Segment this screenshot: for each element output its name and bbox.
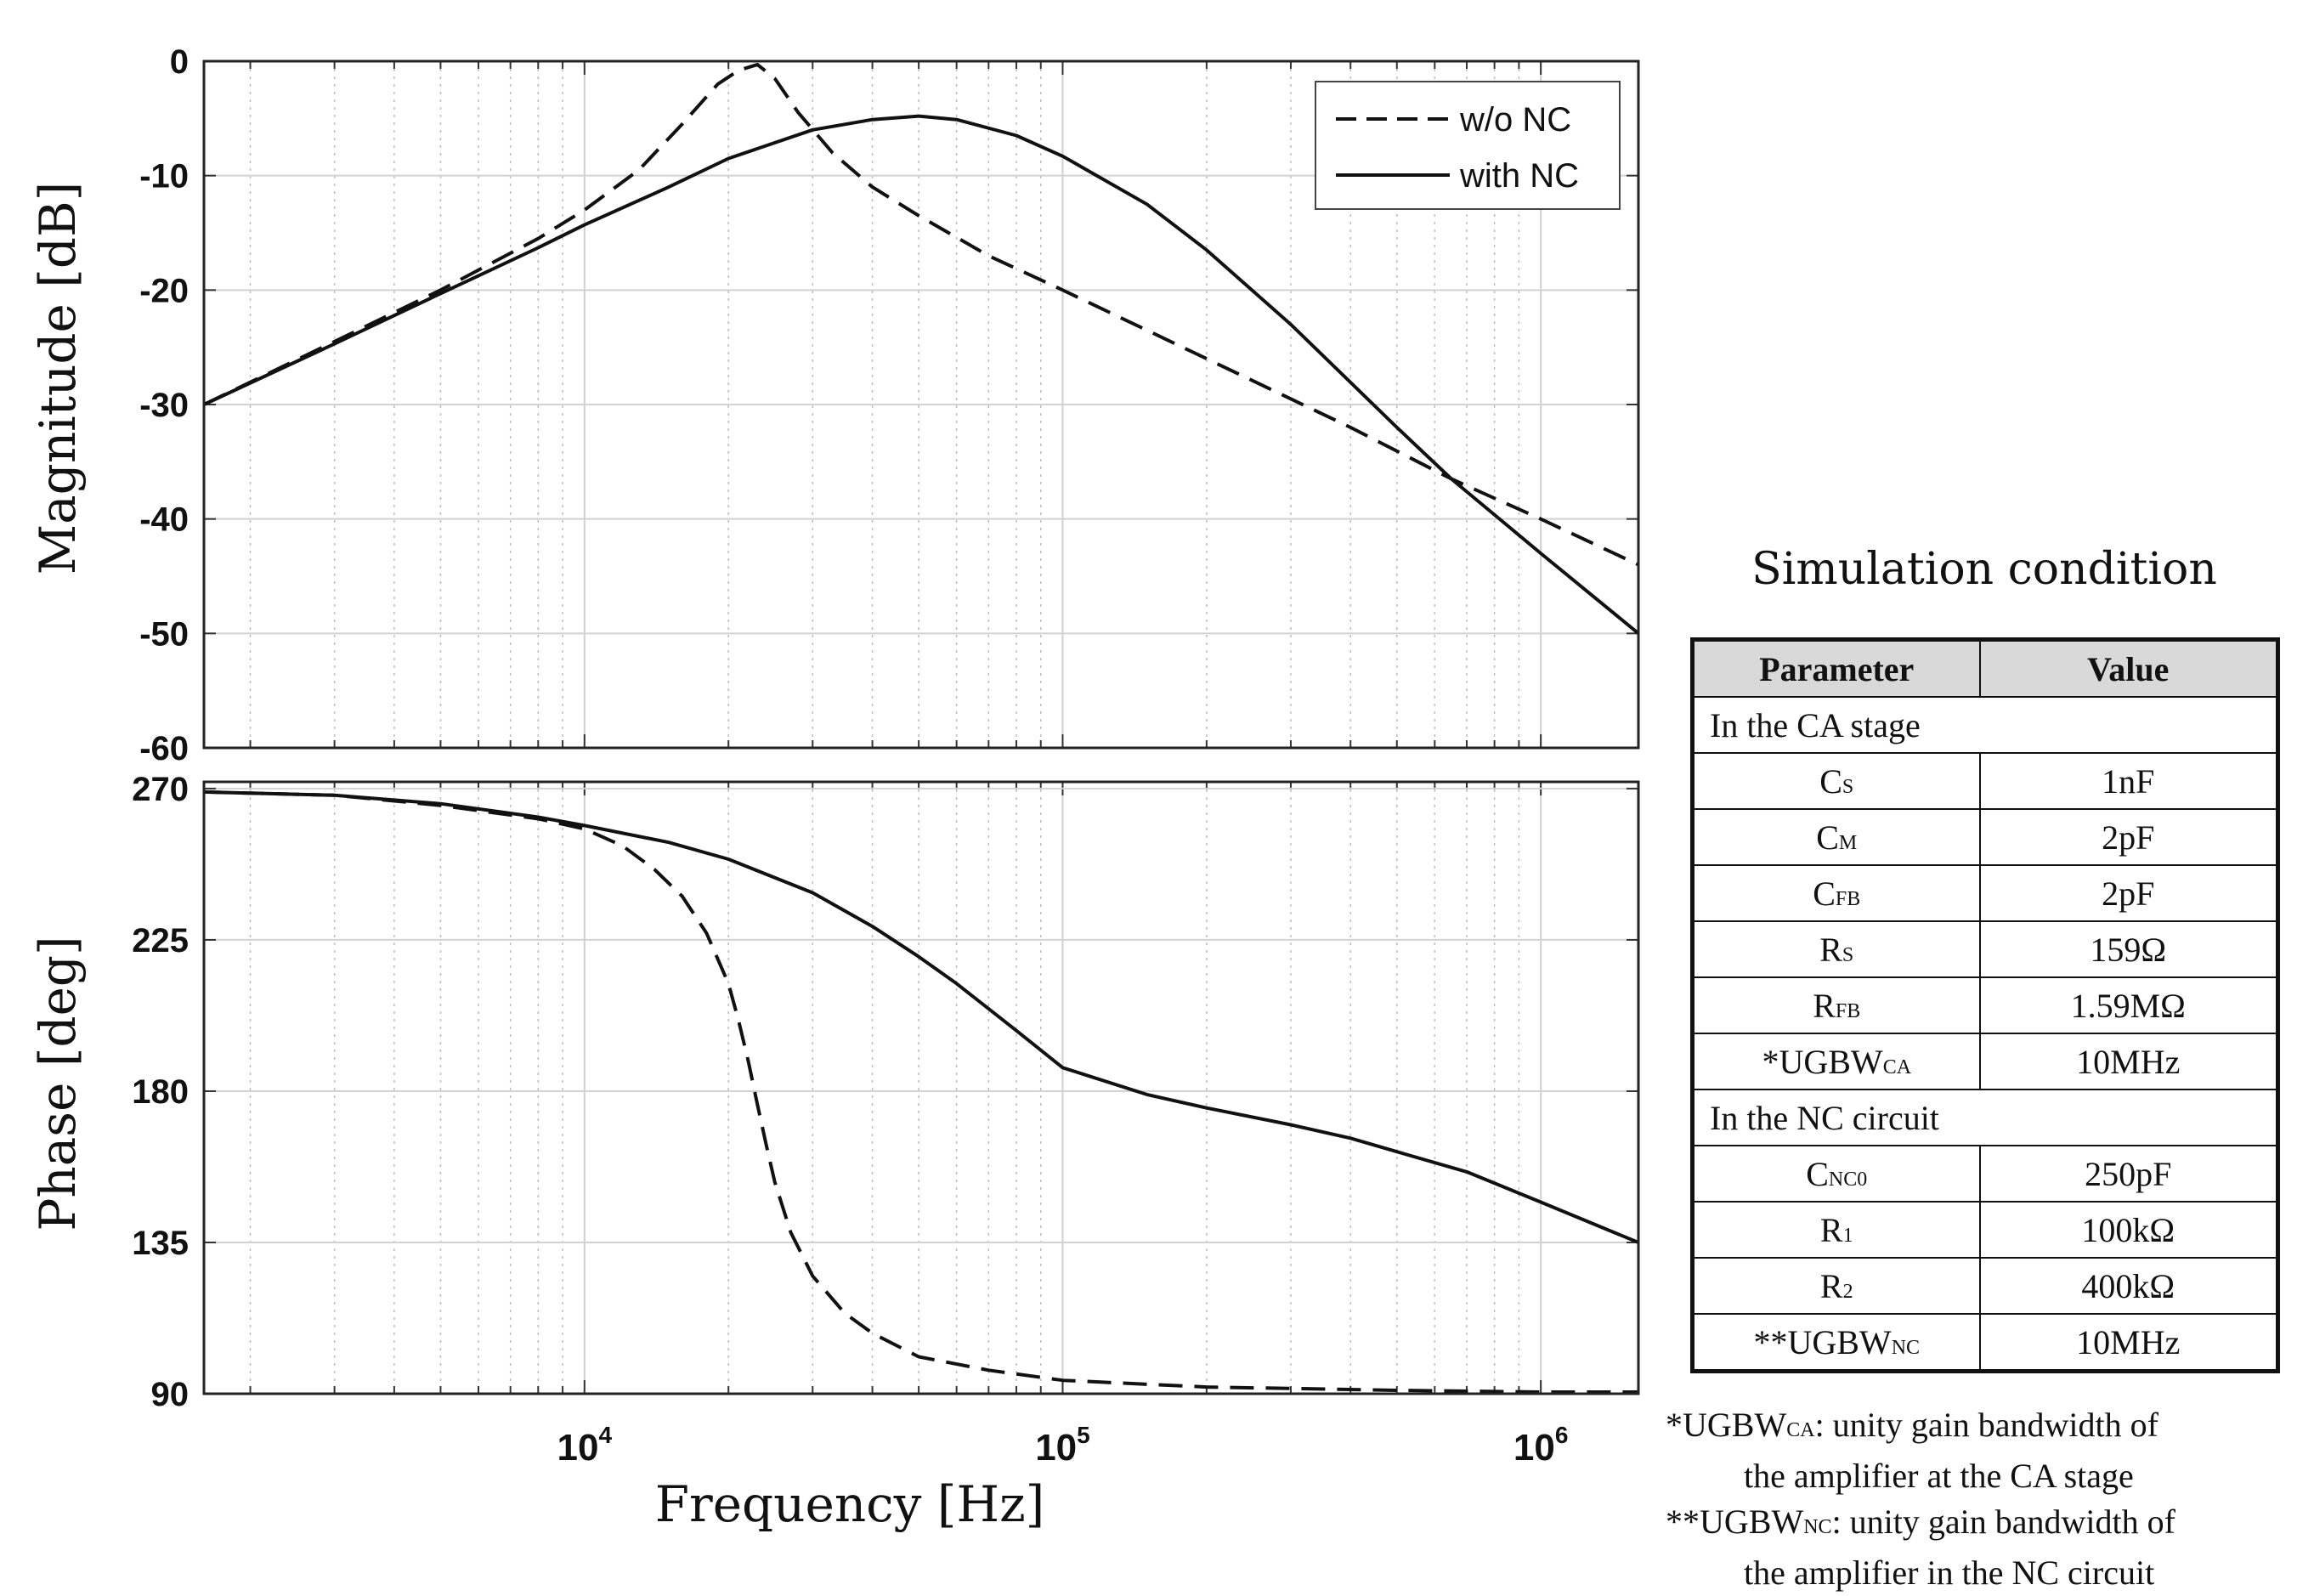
table-row: *UGBWCA 10MHz	[1691, 1033, 2279, 1090]
parameter-cell: RFB	[1691, 976, 1981, 1034]
magnitude-series-with-nc	[203, 114, 1640, 635]
parameter-cell: RS	[1691, 920, 1981, 978]
legend-box	[1315, 81, 1621, 210]
section-ca-stage: In the CA stage	[1691, 696, 2279, 754]
phase-y-tick-label: 90	[151, 1376, 190, 1413]
parameter-cell: R1	[1691, 1201, 1981, 1259]
simulation-condition-title: Simulation condition	[1751, 544, 2217, 595]
magnitude-plot-frame	[202, 59, 1640, 750]
table-header-row: Parameter Value	[1691, 638, 2279, 698]
phase-series-with-nc	[203, 790, 1639, 1244]
value-cell: 2pF	[1978, 808, 2279, 866]
value-cell: 100kΩ	[1978, 1201, 2279, 1259]
value-cell: 10MHz	[1978, 1033, 2279, 1090]
parameter-header: Parameter	[1691, 638, 1981, 698]
parameter-cell: CFB	[1691, 864, 1981, 922]
parameter-cell: R2	[1691, 1257, 1981, 1315]
phase-y-tick-label: 225	[132, 922, 189, 959]
footnote-2-line2: the amplifier in the NC circuit	[1744, 1554, 2155, 1592]
magnitude-y-tick-label: -30	[139, 387, 189, 424]
table-row: CS 1nF	[1691, 752, 2279, 810]
magnitude-y-tick-label: -60	[139, 730, 189, 767]
parameter-cell: CM	[1691, 808, 1981, 866]
table-row: **UGBWNC 10MHz	[1691, 1313, 2279, 1372]
section-ca-stage-label: In the CA stage	[1691, 696, 2279, 754]
phase-plot-frame	[202, 780, 1640, 1395]
table-row: RFB 1.59MΩ	[1691, 976, 2279, 1034]
table-row: CM 2pF	[1691, 808, 2279, 866]
magnitude-y-tick-label: -50	[139, 615, 189, 653]
table-row: R1 100kΩ	[1691, 1201, 2279, 1259]
x-tick-label: 105	[1035, 1422, 1090, 1469]
legend-label: w/o NC	[1459, 101, 1571, 139]
value-cell: 400kΩ	[1978, 1257, 2279, 1315]
footnote-1: *UGBWCA: unity gain bandwidth of	[1666, 1406, 2158, 1444]
parameter-cell: *UGBWCA	[1691, 1033, 1981, 1090]
magnitude-axis-label: Magnitude [dB]	[29, 182, 87, 575]
x-tick-label: 106	[1513, 1422, 1569, 1469]
parameter-cell: CS	[1691, 752, 1981, 810]
frequency-axis-label: Frequency [Hz]	[655, 1475, 1045, 1533]
value-cell: 159Ω	[1978, 920, 2279, 978]
magnitude-y-tick-label: -40	[139, 501, 189, 539]
section-nc-circuit-label: In the NC circuit	[1691, 1089, 2279, 1146]
phase-axis-label: Phase [deg]	[29, 936, 87, 1231]
table-row: RS 159Ω	[1691, 920, 2279, 978]
simulation-parameter-table: Parameter Value In the CA stage CS 1nF CM 2p…	[1690, 637, 2280, 1373]
value-cell: 1nF	[1978, 752, 2279, 810]
phase-y-tick-label: 180	[132, 1073, 189, 1111]
bode-plot: 0 -10 -20 -30 -40 -50 -60 w/o NC with NC 270 225 1…	[29, 43, 1640, 1533]
phase-y-tick-label: 270	[132, 771, 189, 808]
table-row: CFB 2pF	[1691, 864, 2279, 922]
table-row: CNC0 250pF	[1691, 1145, 2279, 1203]
section-nc-circuit: In the NC circuit	[1691, 1089, 2279, 1146]
value-cell: 250pF	[1978, 1145, 2279, 1203]
footnote-2: **UGBWNC: unity gain bandwidth of	[1666, 1503, 2175, 1541]
value-cell: 10MHz	[1978, 1313, 2279, 1372]
table-row: R2 400kΩ	[1691, 1257, 2279, 1315]
value-header: Value	[1978, 638, 2279, 698]
legend-label: with NC	[1459, 157, 1579, 195]
x-tick-label: 104	[557, 1422, 613, 1469]
magnitude-y-tick-label: -20	[139, 272, 189, 309]
parameter-cell: CNC0	[1691, 1145, 1981, 1203]
magnitude-series-wo-nc	[203, 63, 1639, 567]
magnitude-y-tick-label: 0	[170, 43, 189, 81]
magnitude-y-tick-label: -10	[139, 158, 189, 195]
table-body: In the CA stage CS 1nF CM 2pF CFB 2pF RS 159Ω RFB…	[1691, 696, 2279, 1372]
footnote-1-line2: the amplifier at the CA stage	[1744, 1457, 2134, 1495]
parameter-cell: **UGBWNC	[1691, 1313, 1981, 1372]
phase-y-tick-label: 135	[132, 1225, 189, 1262]
footnotes: *UGBWCA: unity gain bandwidth of the amp…	[1666, 1402, 2311, 1596]
value-cell: 1.59MΩ	[1978, 976, 2279, 1034]
phase-panel: 270 225 180 135 90 104 105 106	[132, 771, 1640, 1469]
legend: w/o NC with NC	[1315, 81, 1621, 210]
magnitude-panel: 0 -10 -20 -30 -40 -50 -60 w/o NC with NC	[139, 43, 1640, 767]
value-cell: 2pF	[1978, 864, 2279, 922]
